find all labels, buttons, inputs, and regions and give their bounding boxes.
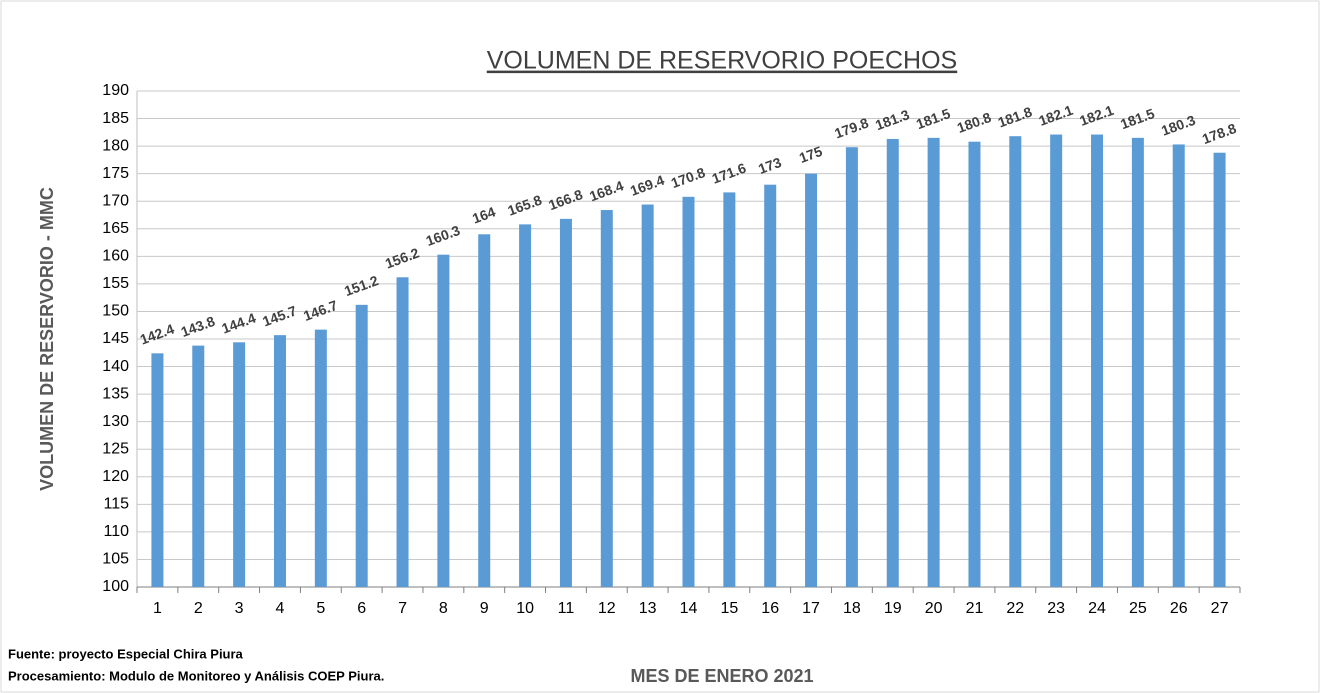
bar <box>805 173 818 587</box>
y-tick-label: 150 <box>102 303 129 320</box>
x-tick-label: 15 <box>720 600 738 617</box>
x-tick-label: 4 <box>276 600 285 617</box>
bar <box>559 218 572 587</box>
bar <box>1213 152 1226 588</box>
bar <box>1091 134 1104 587</box>
bar <box>1050 134 1063 587</box>
bar <box>600 210 613 588</box>
x-tick-label: 12 <box>598 600 616 617</box>
y-tick-label: 120 <box>102 468 129 485</box>
processing-note: Procesamiento: Modulo de Monitoreo y Aná… <box>8 668 384 683</box>
x-tick-label: 19 <box>884 600 902 617</box>
bar <box>886 138 899 588</box>
x-tick-label: 5 <box>316 600 325 617</box>
x-tick-label: 8 <box>439 600 448 617</box>
bar <box>233 342 246 587</box>
source-note: Fuente: proyecto Especial Chira Piura <box>8 646 244 661</box>
y-tick-label: 190 <box>102 82 129 99</box>
bar <box>396 277 409 587</box>
y-tick-label: 130 <box>102 413 129 430</box>
bar <box>764 184 777 587</box>
data-label: 173 <box>756 154 784 177</box>
chart-title: VOLUMEN DE RESERVORIO POECHOS <box>487 47 957 75</box>
y-tick-label: 145 <box>102 330 129 347</box>
y-tick-label: 100 <box>102 578 129 595</box>
bar <box>437 254 450 587</box>
bar <box>641 204 654 588</box>
x-tick-label: 17 <box>802 600 820 617</box>
y-tick-label: 175 <box>102 165 129 182</box>
bar <box>355 304 368 587</box>
x-tick-label: 6 <box>357 600 366 617</box>
y-tick-label: 105 <box>102 551 129 568</box>
bar <box>927 137 940 587</box>
y-tick-label: 125 <box>102 440 129 457</box>
x-tick-label: 2 <box>194 600 203 617</box>
bar <box>192 345 205 587</box>
bar <box>273 335 286 587</box>
y-tick-label: 140 <box>102 358 129 375</box>
x-tick-label: 23 <box>1047 600 1065 617</box>
y-tick-label: 160 <box>102 248 129 265</box>
y-tick-label: 180 <box>102 137 129 154</box>
x-tick-label: 26 <box>1170 600 1188 617</box>
x-tick-label: 1 <box>153 600 162 617</box>
bar <box>1172 144 1185 588</box>
y-tick-label: 165 <box>102 220 129 237</box>
x-tick-label: 27 <box>1211 600 1229 617</box>
y-tick-label: 170 <box>102 192 129 209</box>
bar <box>968 141 981 588</box>
x-tick-label: 13 <box>639 600 657 617</box>
y-tick-label: 185 <box>102 110 129 127</box>
y-tick-label: 115 <box>103 496 129 513</box>
y-axis-title: VOLUMEN DE RESERVORIO - MMC <box>37 187 57 491</box>
bar <box>845 147 858 588</box>
x-tick-label: 10 <box>516 600 534 617</box>
bar <box>1009 136 1022 588</box>
data-label: 164 <box>470 203 498 226</box>
bar <box>519 224 532 587</box>
x-tick-label: 3 <box>235 600 244 617</box>
y-tick-label: 135 <box>102 385 129 402</box>
x-tick-label: 14 <box>680 600 698 617</box>
bar <box>314 329 327 587</box>
x-tick-label: 22 <box>1006 600 1024 617</box>
x-tick-label: 7 <box>398 600 407 617</box>
bar <box>1131 137 1144 587</box>
x-tick-label: 11 <box>558 600 575 617</box>
data-label: 175 <box>797 143 825 166</box>
x-tick-label: 25 <box>1129 600 1147 617</box>
x-tick-label: 21 <box>966 600 984 617</box>
bar <box>682 196 695 587</box>
bar <box>478 234 491 588</box>
y-tick-label: 155 <box>102 275 129 292</box>
bar <box>151 353 164 587</box>
y-tick-label: 110 <box>103 523 129 540</box>
x-tick-label: 9 <box>480 600 489 617</box>
x-tick-label: 24 <box>1088 600 1106 617</box>
x-tick-label: 16 <box>761 600 779 617</box>
x-axis-title: MES DE ENERO 2021 <box>630 666 813 686</box>
bar <box>723 192 736 587</box>
x-tick-label: 18 <box>843 600 861 617</box>
x-tick-label: 20 <box>925 600 943 617</box>
